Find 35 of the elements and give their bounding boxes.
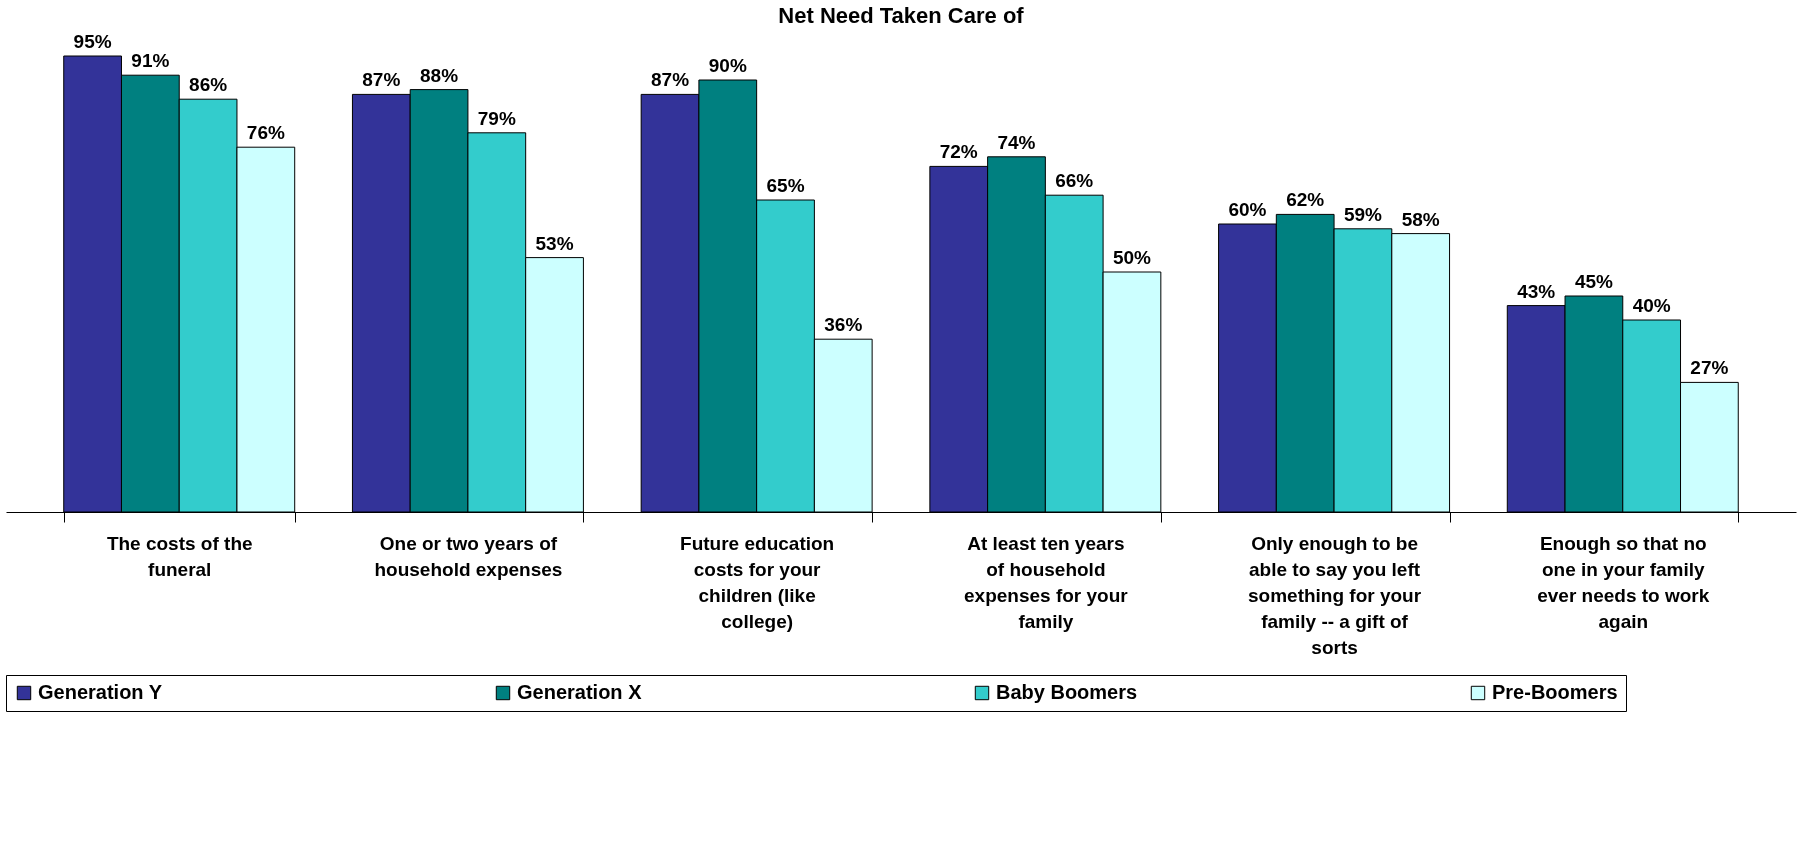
data-label: 60% xyxy=(1228,199,1267,220)
legend-label: Pre-Boomers xyxy=(1492,681,1618,703)
legend-label: Baby Boomers xyxy=(996,681,1138,703)
data-label: 40% xyxy=(1632,295,1671,316)
x-tick-label: Enough so that no one in your family ever needs to work again xyxy=(1537,532,1710,632)
data-label: 76% xyxy=(246,122,285,144)
data-label: 87% xyxy=(362,69,401,91)
x-tick-label: The costs of the funeral xyxy=(106,532,253,580)
data-label: 87% xyxy=(651,69,690,91)
data-label: 88% xyxy=(420,64,459,86)
data-label: 50% xyxy=(1112,247,1152,268)
legend-label: Generation X xyxy=(517,681,643,703)
x-tick-label: At least ten years of household expenses for your family xyxy=(964,532,1129,632)
data-label: 58% xyxy=(1401,208,1440,230)
data-label: 27% xyxy=(1690,357,1729,379)
data-label: 62% xyxy=(1286,189,1325,211)
data-label: 79% xyxy=(477,107,516,129)
data-label: 95% xyxy=(73,31,112,52)
x-tick-label: Only enough to be able to say you left something for your family -- a gift of sorts xyxy=(1248,532,1422,658)
data-label: 74% xyxy=(997,131,1036,153)
data-label: 65% xyxy=(766,175,805,196)
data-label: 53% xyxy=(535,232,574,254)
data-label: 45% xyxy=(1574,271,1614,292)
x-tick-label: One or two years of household expenses xyxy=(374,532,563,580)
data-label: 59% xyxy=(1343,203,1383,225)
x-tick-label: Future education costs for your children (like college) xyxy=(680,532,835,632)
chart-title: Net Need Taken Care of xyxy=(778,3,1025,28)
data-label: 90% xyxy=(708,55,747,76)
data-label: 72% xyxy=(939,141,978,163)
data-label: 86% xyxy=(189,74,228,96)
data-label: 36% xyxy=(824,314,863,336)
data-label: 66% xyxy=(1055,170,1094,192)
legend-label: Generation Y xyxy=(38,681,163,703)
data-label: 43% xyxy=(1517,280,1556,302)
data-label: 91% xyxy=(131,50,170,72)
